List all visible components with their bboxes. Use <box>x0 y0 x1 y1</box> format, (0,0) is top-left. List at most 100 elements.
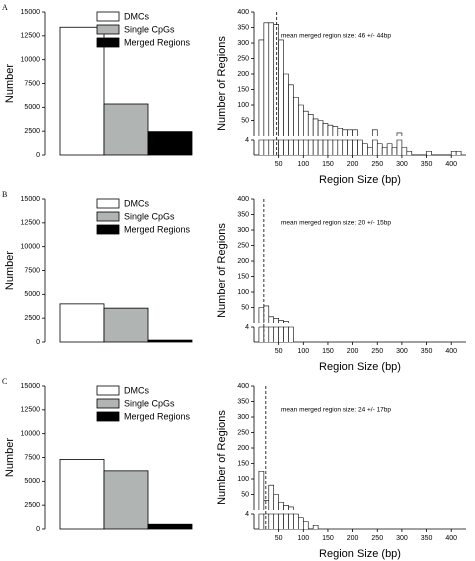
histogram-bar <box>268 22 275 155</box>
y-tick-label: 12500 <box>21 33 41 40</box>
annotation: mean merged region size: 24 +/- 17bp <box>281 407 391 414</box>
x-tick-label: 300 <box>396 535 408 542</box>
x-tick-label: 400 <box>445 161 457 168</box>
x-axis-label: Region Size (bp) <box>319 548 401 560</box>
y-tick-label: 50 <box>241 304 249 311</box>
x-axis-label: Region Size (bp) <box>319 174 401 186</box>
histogram-bar <box>406 150 413 155</box>
x-tick-label: 350 <box>421 161 433 168</box>
histogram-bar <box>307 114 314 155</box>
legend-swatch <box>96 385 120 396</box>
x-tick-label: 150 <box>322 535 334 542</box>
y-axis-label: Number <box>4 64 16 103</box>
x-tick-label: 400 <box>445 535 457 542</box>
y-tick-label: 7500 <box>24 80 40 87</box>
y-tick-label: 10000 <box>21 431 41 438</box>
histogram-bar <box>347 129 353 155</box>
y-tick-label: 400 <box>237 383 249 390</box>
y-tick-label: 150 <box>237 86 249 93</box>
y-tick-label: 4 <box>245 511 249 518</box>
histogram-bar <box>288 326 294 342</box>
histogram-bar <box>352 129 358 155</box>
x-tick-label: 250 <box>371 348 383 355</box>
histogram-bar <box>278 501 284 529</box>
y-tick-label: 150 <box>237 273 249 280</box>
panel-label: C <box>2 377 7 386</box>
histogram-bar <box>327 124 334 155</box>
histogram-bar <box>263 22 270 155</box>
y-tick-label: 200 <box>237 445 249 452</box>
histogram-bar <box>273 494 279 529</box>
histogram-bar <box>317 120 324 155</box>
histogram-bar <box>298 104 304 155</box>
histogram-bar <box>273 24 279 155</box>
y-tick-label: 7500 <box>24 454 40 461</box>
y-tick-label: 0 <box>36 152 40 159</box>
y-tick-label: 100 <box>237 289 249 296</box>
x-tick-label: 50 <box>275 535 283 542</box>
histogram-bar <box>263 305 270 342</box>
y-tick-label: 5000 <box>24 104 40 111</box>
legend-swatch <box>96 398 120 409</box>
histogram-bar <box>372 129 378 155</box>
y-tick-label: 300 <box>237 414 249 421</box>
histogram-bar <box>303 110 309 155</box>
legend-label: Single CpGs <box>124 398 175 408</box>
legend-swatch <box>96 24 120 35</box>
histogram-bar <box>303 521 309 529</box>
bar <box>147 339 193 343</box>
histogram-bar <box>258 470 265 529</box>
x-tick-label: 350 <box>421 348 433 355</box>
histogram-bar <box>342 129 348 155</box>
x-axis-label: Region Size (bp) <box>319 361 401 373</box>
y-tick-label: 300 <box>237 40 249 47</box>
panel-label: A <box>2 3 8 12</box>
histogram-bar <box>263 500 270 529</box>
x-tick-label: 200 <box>347 535 359 542</box>
legend-label: Single CpGs <box>124 24 175 34</box>
y-tick-label: 200 <box>237 258 249 265</box>
legend-swatch <box>96 37 120 48</box>
histogram-bar <box>322 123 329 155</box>
legend-label: DMCs <box>124 11 149 21</box>
legend-label: DMCs <box>124 198 149 208</box>
histogram-bar <box>332 126 339 155</box>
x-tick-label: 50 <box>275 161 283 168</box>
y-axis-label: Number of Regions <box>216 410 228 505</box>
histogram-bar <box>312 118 319 155</box>
legend-swatch <box>96 198 120 209</box>
histogram-bar <box>357 139 363 155</box>
histogram-bar <box>268 316 275 342</box>
y-tick-label: 10000 <box>21 244 41 251</box>
y-axis-label: Number <box>4 438 16 477</box>
y-tick-label: 100 <box>237 102 249 109</box>
x-tick-label: 200 <box>347 161 359 168</box>
bar <box>59 303 105 343</box>
y-tick-label: 400 <box>237 196 249 203</box>
legend-label: Merged Regions <box>124 37 191 47</box>
y-tick-label: 400 <box>237 9 249 16</box>
y-tick-label: 2500 <box>24 315 40 322</box>
histogram-bar <box>298 517 304 529</box>
y-tick-label: 5000 <box>24 291 40 298</box>
histogram-bar <box>288 84 294 155</box>
histogram-bar <box>273 318 279 342</box>
y-tick-label: 50 <box>241 491 249 498</box>
y-tick-label: 15000 <box>21 9 41 16</box>
histogram-bar <box>278 320 284 342</box>
panel-label: B <box>2 190 7 199</box>
y-tick-label: 12500 <box>21 220 41 227</box>
y-tick-label: 4 <box>245 137 249 144</box>
x-tick-label: 400 <box>445 348 457 355</box>
bar <box>103 103 149 156</box>
histogram-bar <box>426 150 432 155</box>
x-tick-label: 100 <box>297 535 309 542</box>
histogram-bar <box>293 96 299 155</box>
y-tick-label: 0 <box>36 339 40 346</box>
y-tick-label: 200 <box>237 71 249 78</box>
y-tick-label: 150 <box>237 460 249 467</box>
y-tick-label: 0 <box>36 526 40 533</box>
histogram-bar <box>283 505 289 529</box>
x-tick-label: 300 <box>396 161 408 168</box>
